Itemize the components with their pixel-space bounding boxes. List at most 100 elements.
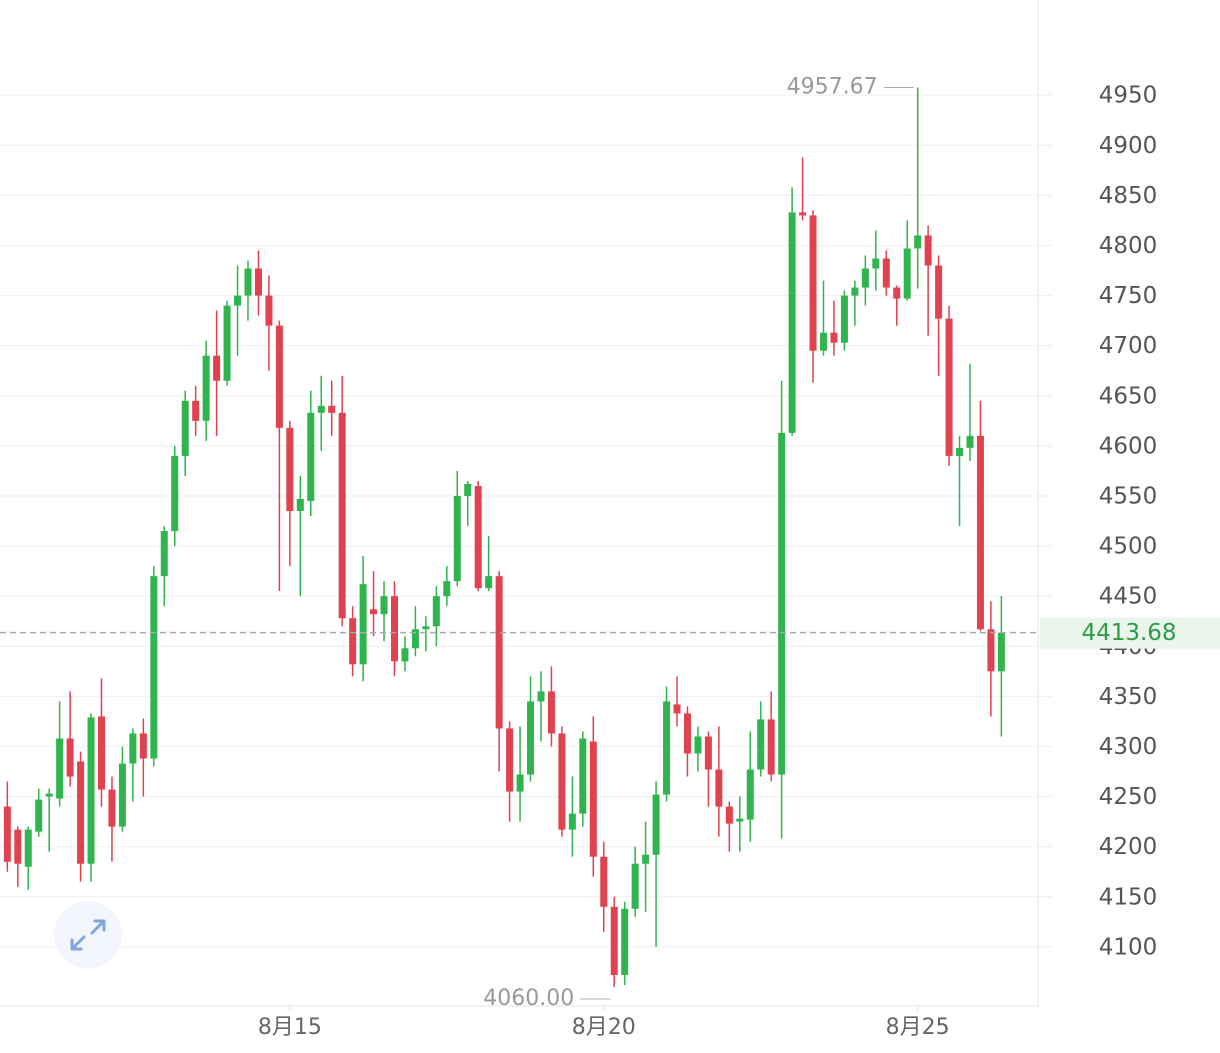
candle-body bbox=[600, 856, 608, 907]
candle-body bbox=[506, 728, 514, 792]
candle-body bbox=[652, 794, 660, 855]
candle-body bbox=[610, 906, 618, 975]
candle-body bbox=[443, 581, 451, 597]
candle-body bbox=[35, 799, 43, 832]
y-tick-label: 4250 bbox=[1099, 784, 1158, 810]
y-tick-label: 4150 bbox=[1099, 884, 1158, 910]
y-tick-label: 4300 bbox=[1099, 734, 1158, 760]
candle-body bbox=[516, 774, 524, 792]
candle-body bbox=[997, 632, 1005, 672]
candle-body bbox=[956, 447, 964, 456]
candle-body bbox=[77, 761, 85, 864]
candle-body bbox=[275, 325, 283, 428]
candle-body bbox=[45, 793, 53, 797]
candle-body bbox=[244, 268, 252, 296]
x-tick-label: 8月25 bbox=[886, 1015, 950, 1040]
candle-body bbox=[788, 212, 796, 433]
candle-body bbox=[799, 212, 807, 216]
candle-body bbox=[809, 215, 817, 351]
candle-body bbox=[56, 738, 64, 799]
candle-body bbox=[840, 295, 848, 343]
y-tick-label: 4850 bbox=[1099, 183, 1158, 209]
candle-body bbox=[987, 629, 995, 672]
expand-icon bbox=[70, 919, 106, 951]
low-label: 4060.00 bbox=[483, 986, 574, 1011]
candle-body bbox=[349, 618, 357, 665]
candle-body bbox=[171, 455, 179, 532]
candle-body bbox=[547, 691, 555, 734]
candle-body bbox=[181, 400, 189, 456]
last-price-label: 4413.68 bbox=[1081, 620, 1176, 646]
candle-body bbox=[223, 305, 231, 381]
y-tick-label: 4700 bbox=[1099, 333, 1158, 359]
candle-body bbox=[568, 813, 576, 830]
candle-body bbox=[129, 733, 137, 764]
candle-body bbox=[66, 738, 74, 777]
candle-body bbox=[893, 287, 901, 299]
candle-body bbox=[663, 701, 671, 795]
last-price-box bbox=[1040, 617, 1220, 649]
candle-body bbox=[558, 733, 566, 830]
candle-body bbox=[767, 719, 775, 775]
candle-body bbox=[673, 704, 681, 714]
candle-body bbox=[24, 829, 32, 867]
y-tick-label: 4650 bbox=[1099, 383, 1158, 409]
candle-body bbox=[307, 412, 315, 501]
candle-body bbox=[757, 719, 765, 770]
candle-body bbox=[87, 717, 95, 864]
candle-body bbox=[202, 355, 210, 421]
candle-body bbox=[861, 268, 869, 288]
candle-body bbox=[265, 295, 273, 326]
candle-body bbox=[234, 295, 242, 306]
y-tick-label: 4450 bbox=[1099, 584, 1158, 610]
y-tick-label: 4600 bbox=[1099, 433, 1158, 459]
candle-body bbox=[485, 576, 493, 589]
y-tick-label: 4100 bbox=[1099, 934, 1158, 960]
candle-body bbox=[359, 584, 367, 665]
candle-body bbox=[589, 741, 597, 857]
y-tick-label: 4950 bbox=[1099, 83, 1158, 109]
candle-body bbox=[422, 626, 430, 630]
candle-body bbox=[715, 769, 723, 807]
candle-body bbox=[150, 576, 158, 759]
candle-body bbox=[139, 733, 147, 759]
candle-body bbox=[694, 736, 702, 754]
candle-body bbox=[903, 248, 911, 299]
candle-body bbox=[192, 400, 200, 421]
candle-body bbox=[160, 531, 168, 577]
candle-body bbox=[380, 596, 388, 615]
candle-body bbox=[725, 806, 733, 824]
candle-body bbox=[296, 498, 304, 512]
candle-body bbox=[621, 908, 629, 975]
candle-body bbox=[935, 265, 943, 319]
y-tick-label: 4750 bbox=[1099, 283, 1158, 309]
y-tick-label: 4350 bbox=[1099, 684, 1158, 710]
candle-body bbox=[851, 287, 859, 296]
candle-body bbox=[683, 713, 691, 754]
high-label: 4957.67 bbox=[787, 75, 878, 100]
candle-body bbox=[97, 716, 105, 790]
candle-body bbox=[453, 495, 461, 582]
candle-body bbox=[390, 596, 398, 662]
candle-body bbox=[778, 432, 786, 775]
y-tick-label: 4200 bbox=[1099, 834, 1158, 860]
candle-body bbox=[882, 258, 890, 288]
candle-body bbox=[830, 332, 838, 343]
candle-body bbox=[872, 258, 880, 269]
candle-body bbox=[338, 412, 346, 619]
candle-body bbox=[328, 405, 336, 413]
x-tick-label: 8月15 bbox=[258, 1015, 322, 1040]
candle-body bbox=[495, 576, 503, 729]
expand-button[interactable] bbox=[54, 901, 122, 969]
candle-body bbox=[966, 435, 974, 448]
candle-body bbox=[579, 738, 587, 814]
candle-body bbox=[976, 435, 984, 630]
y-tick-label: 4800 bbox=[1099, 233, 1158, 259]
x-tick-label: 8月20 bbox=[572, 1015, 636, 1040]
candle-body bbox=[464, 483, 472, 496]
candle-body bbox=[118, 763, 126, 827]
candle-body bbox=[370, 609, 378, 615]
candle-body bbox=[746, 769, 754, 820]
candle-body bbox=[736, 818, 744, 822]
